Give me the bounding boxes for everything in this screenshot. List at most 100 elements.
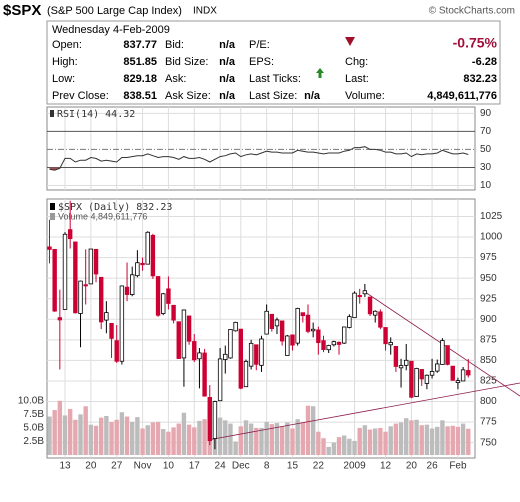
volume-bar	[435, 426, 440, 455]
volume-bar	[145, 425, 150, 455]
price-tick-label: 825	[480, 376, 497, 387]
x-tick-label: 22	[313, 461, 325, 472]
candle-body	[223, 353, 228, 360]
x-tick-label: Feb	[449, 461, 467, 472]
candle-body	[166, 288, 171, 304]
price-tick-label: 875	[480, 334, 497, 345]
candle-body	[460, 369, 466, 382]
candle-body	[362, 290, 368, 295]
field-label: Prev Close:	[52, 90, 109, 102]
candle-body	[233, 321, 238, 332]
source: © StockCharts.com	[429, 6, 515, 17]
rsi-label: RSI(14) 44.32	[57, 109, 135, 120]
down-triangle	[345, 37, 355, 46]
volume-bar	[248, 423, 254, 455]
volume-bar	[243, 420, 249, 455]
x-tick-label: 17	[189, 461, 201, 472]
volume-bar	[331, 442, 337, 455]
candle-body	[119, 285, 125, 362]
volume-bar	[150, 422, 156, 455]
field-label: Low:	[52, 73, 75, 85]
field-label: P/E:	[249, 39, 270, 51]
volume-bar	[67, 408, 73, 455]
field-value: 837.77	[123, 39, 157, 51]
rsi-tick-label: 70	[480, 126, 492, 137]
candle-body	[393, 346, 399, 367]
field-label: Bid:	[165, 39, 184, 51]
field-value: 838.51	[123, 90, 157, 102]
candle-body	[181, 309, 187, 359]
volume-bar	[367, 429, 373, 455]
volume-bar	[460, 423, 466, 455]
candle-body	[347, 316, 352, 328]
x-tick-label: Nov	[134, 461, 152, 472]
rsi-line	[49, 146, 469, 171]
price-tick-label: 1025	[480, 211, 503, 222]
trend-line	[207, 382, 520, 441]
candle-body	[73, 241, 78, 314]
candle-body	[217, 358, 223, 402]
candle-body	[130, 274, 135, 295]
volume-tick-label: 2.5B	[23, 436, 44, 447]
rsi-tick-label: 10	[480, 180, 492, 191]
field-label: High:	[52, 56, 78, 68]
volume-bar	[57, 400, 63, 455]
candle-body	[424, 374, 430, 384]
volume-bar	[217, 417, 223, 455]
candle-body	[186, 315, 192, 342]
candle-body	[274, 319, 280, 327]
candle-body	[352, 292, 357, 319]
price-tick-label: 1000	[480, 232, 503, 243]
volume-legend-icon	[50, 213, 55, 220]
volume-bar	[404, 418, 409, 455]
volume-bar	[99, 417, 104, 455]
candle-body	[140, 262, 145, 266]
volume-bar	[228, 423, 233, 455]
quote-box	[46, 20, 501, 105]
field-value: 851.85	[123, 56, 157, 68]
candle-body	[57, 317, 63, 321]
price-tick-label: 800	[480, 396, 497, 407]
candle-body	[124, 286, 130, 295]
candle-body	[455, 380, 461, 384]
volume-bar	[119, 412, 125, 455]
volume-bar	[305, 405, 311, 455]
candle-body	[62, 233, 68, 310]
candle-body	[259, 338, 264, 366]
price-tick-label: 775	[480, 417, 497, 428]
candle-body	[99, 276, 104, 323]
field-label: Ask:	[165, 73, 186, 85]
x-tick-label: 2009	[343, 461, 366, 472]
price-tick-label: 925	[480, 293, 497, 304]
candle-body	[83, 284, 88, 287]
volume-bar	[295, 419, 300, 455]
x-tick-label: 15	[287, 461, 299, 472]
volume-bar	[197, 420, 202, 455]
index-name: (S&P 500 Large Cap Index)	[47, 5, 182, 17]
price-legend-icon	[50, 203, 55, 210]
x-tick-label: 8	[264, 461, 270, 472]
candle-body	[373, 310, 378, 316]
candle-body	[321, 340, 326, 350]
volume-bar	[161, 429, 166, 455]
candle-body	[47, 246, 52, 250]
price-tick-label: 950	[480, 273, 497, 284]
volume-bar	[233, 441, 238, 455]
candle-body	[228, 329, 233, 359]
volume-bar	[109, 421, 114, 455]
field-value: 4,849,611,776	[427, 90, 497, 102]
field-label: Open:	[52, 39, 82, 51]
field-value: n/a	[219, 39, 236, 51]
volume-bar	[83, 406, 88, 455]
volume-tick-label: 5.0B	[23, 423, 44, 434]
volume-bar	[274, 423, 280, 455]
candle-body	[155, 276, 161, 316]
field-value: -6.28	[472, 56, 497, 68]
x-tick-label: Dec	[232, 461, 250, 472]
candle-body	[248, 342, 254, 367]
price-tick-label: 750	[480, 437, 497, 448]
candle-body	[419, 369, 424, 380]
field-label: Last:	[345, 73, 369, 85]
volume-bar	[445, 426, 450, 455]
volume-bar	[166, 431, 171, 455]
